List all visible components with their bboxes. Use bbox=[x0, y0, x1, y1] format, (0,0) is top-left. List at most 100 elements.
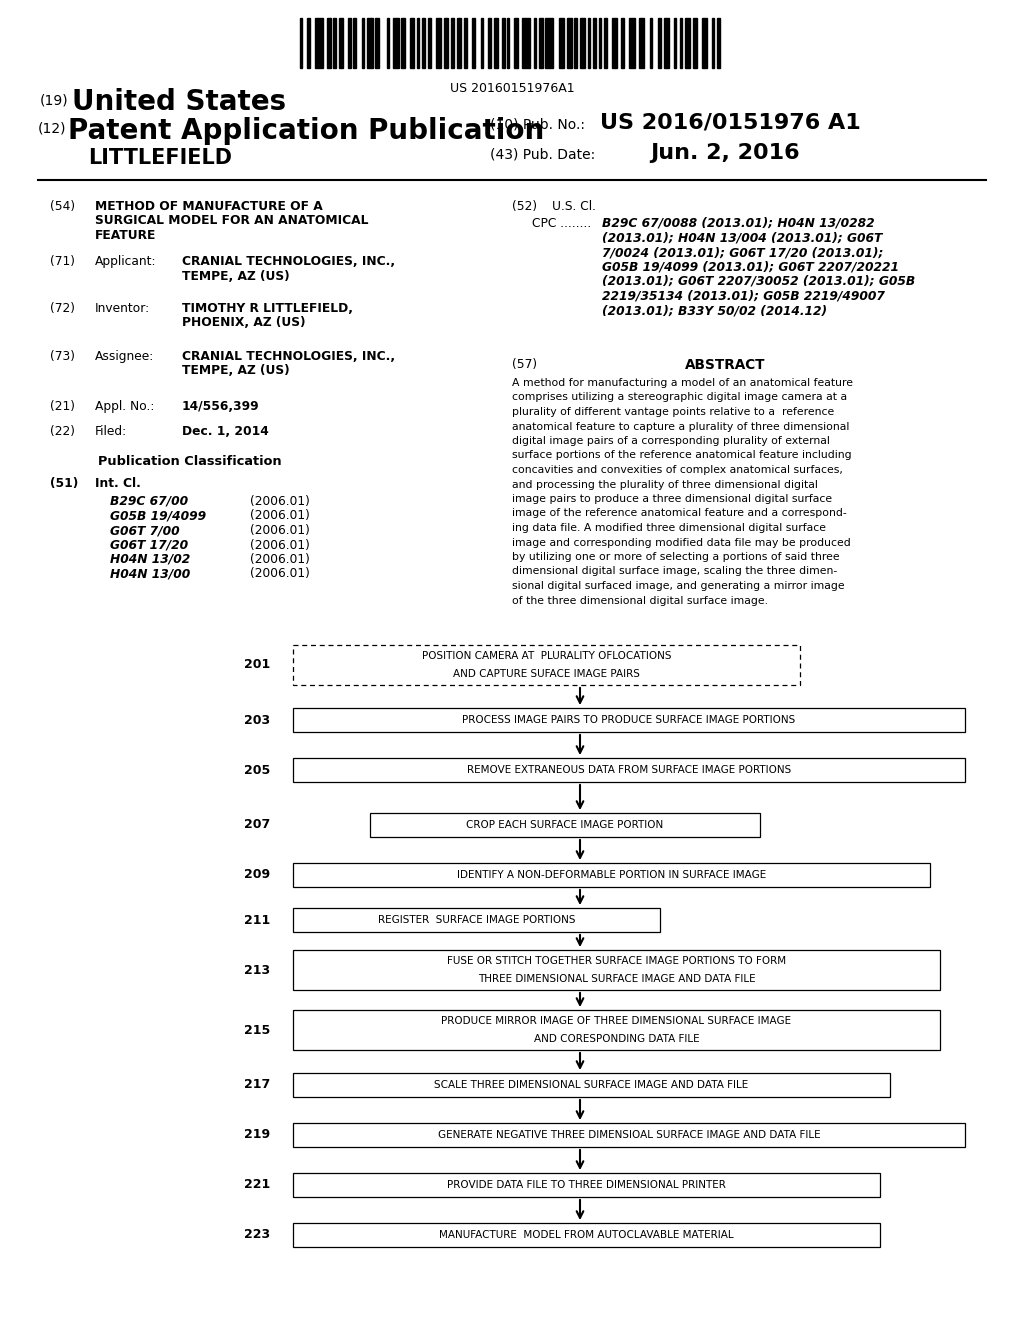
Text: 219: 219 bbox=[244, 1129, 270, 1142]
Text: digital image pairs of a corresponding plurality of external: digital image pairs of a corresponding p… bbox=[512, 436, 829, 446]
Text: Dec. 1, 2014: Dec. 1, 2014 bbox=[182, 425, 268, 438]
Bar bbox=[353, 18, 356, 69]
Bar bbox=[604, 18, 607, 69]
Bar bbox=[574, 18, 577, 69]
Text: G05B 19/4099: G05B 19/4099 bbox=[110, 510, 206, 523]
Bar bbox=[658, 18, 662, 69]
Bar bbox=[367, 18, 373, 69]
Text: US 20160151976A1: US 20160151976A1 bbox=[450, 82, 574, 95]
Text: Publication Classification: Publication Classification bbox=[98, 455, 282, 469]
Text: (22): (22) bbox=[50, 425, 75, 438]
Text: ing data file. A modified three dimensional digital surface: ing data file. A modified three dimensio… bbox=[512, 523, 826, 533]
Bar bbox=[693, 18, 697, 69]
Bar bbox=[348, 18, 351, 69]
Text: 223: 223 bbox=[244, 1229, 270, 1242]
Text: (2006.01): (2006.01) bbox=[250, 510, 310, 523]
Text: AND CAPTURE SUFACE IMAGE PAIRS: AND CAPTURE SUFACE IMAGE PAIRS bbox=[453, 669, 640, 678]
Text: TEMPE, AZ (US): TEMPE, AZ (US) bbox=[182, 364, 290, 378]
Text: (19): (19) bbox=[40, 92, 69, 107]
Text: comprises utilizing a stereographic digital image camera at a: comprises utilizing a stereographic digi… bbox=[512, 392, 847, 403]
Text: Filed:: Filed: bbox=[95, 425, 127, 438]
Text: (21): (21) bbox=[50, 400, 75, 413]
Text: (72): (72) bbox=[50, 302, 75, 315]
Text: (2006.01): (2006.01) bbox=[250, 568, 310, 581]
Text: 207: 207 bbox=[244, 818, 270, 832]
Bar bbox=[559, 18, 564, 69]
Text: (2013.01); B33Y 50/02 (2014.12): (2013.01); B33Y 50/02 (2014.12) bbox=[602, 304, 827, 317]
Text: G06T 7/00: G06T 7/00 bbox=[110, 524, 179, 537]
Text: (2006.01): (2006.01) bbox=[250, 524, 310, 537]
Text: (52): (52) bbox=[512, 201, 538, 213]
Text: ABSTRACT: ABSTRACT bbox=[685, 358, 765, 372]
Bar bbox=[422, 18, 425, 69]
Text: Appl. No.:: Appl. No.: bbox=[95, 400, 155, 413]
Bar bbox=[362, 18, 364, 69]
Text: POSITION CAMERA AT  PLURALITY OFLOCATIONS: POSITION CAMERA AT PLURALITY OFLOCATIONS bbox=[422, 651, 672, 661]
Text: B29C 67/0088 (2013.01); H04N 13/0282: B29C 67/0088 (2013.01); H04N 13/0282 bbox=[602, 216, 874, 230]
Text: CRANIAL TECHNOLOGIES, INC.,: CRANIAL TECHNOLOGIES, INC., bbox=[182, 350, 395, 363]
Bar bbox=[629, 18, 635, 69]
Text: GENERATE NEGATIVE THREE DIMENSIOAL SURFACE IMAGE AND DATA FILE: GENERATE NEGATIVE THREE DIMENSIOAL SURFA… bbox=[437, 1130, 820, 1140]
FancyBboxPatch shape bbox=[293, 950, 940, 990]
Text: G05B 19/4099 (2013.01); G06T 2207/20221: G05B 19/4099 (2013.01); G06T 2207/20221 bbox=[602, 260, 899, 273]
Text: (71): (71) bbox=[50, 255, 75, 268]
Bar bbox=[451, 18, 454, 69]
Text: SURGICAL MODEL FOR AN ANATOMICAL: SURGICAL MODEL FOR AN ANATOMICAL bbox=[95, 214, 369, 227]
Text: by utilizing one or more of selecting a portions of said three: by utilizing one or more of selecting a … bbox=[512, 552, 840, 562]
Bar bbox=[410, 18, 414, 69]
Text: Patent Application Publication: Patent Application Publication bbox=[68, 117, 544, 145]
Bar bbox=[444, 18, 449, 69]
Text: TIMOTHY R LITTLEFIELD,: TIMOTHY R LITTLEFIELD, bbox=[182, 302, 353, 315]
Text: image pairs to produce a three dimensional digital surface: image pairs to produce a three dimension… bbox=[512, 494, 833, 504]
Text: 14/556,399: 14/556,399 bbox=[182, 400, 260, 413]
Bar bbox=[436, 18, 441, 69]
Text: plurality of different vantage points relative to a  reference: plurality of different vantage points re… bbox=[512, 407, 835, 417]
Text: of the three dimensional digital surface image.: of the three dimensional digital surface… bbox=[512, 595, 768, 606]
Text: (54): (54) bbox=[50, 201, 75, 213]
Text: B29C 67/00: B29C 67/00 bbox=[110, 495, 188, 508]
Text: 213: 213 bbox=[244, 964, 270, 977]
Text: IDENTIFY A NON-DEFORMABLE PORTION IN SURFACE IMAGE: IDENTIFY A NON-DEFORMABLE PORTION IN SUR… bbox=[457, 870, 766, 880]
Bar bbox=[522, 18, 530, 69]
Bar bbox=[717, 18, 720, 69]
Bar bbox=[674, 18, 676, 69]
Text: surface portions of the reference anatomical feature including: surface portions of the reference anatom… bbox=[512, 450, 852, 461]
Text: image of the reference anatomical feature and a correspond-: image of the reference anatomical featur… bbox=[512, 508, 847, 519]
Text: (43) Pub. Date:: (43) Pub. Date: bbox=[490, 148, 595, 162]
Bar bbox=[472, 18, 475, 69]
Bar bbox=[639, 18, 644, 69]
Bar bbox=[387, 18, 389, 69]
Text: G06T 17/20: G06T 17/20 bbox=[110, 539, 188, 552]
Bar bbox=[417, 18, 419, 69]
Text: PROVIDE DATA FILE TO THREE DIMENSIONAL PRINTER: PROVIDE DATA FILE TO THREE DIMENSIONAL P… bbox=[447, 1180, 726, 1191]
Text: REMOVE EXTRANEOUS DATA FROM SURFACE IMAGE PORTIONS: REMOVE EXTRANEOUS DATA FROM SURFACE IMAG… bbox=[467, 766, 792, 775]
Bar bbox=[300, 18, 302, 69]
Bar bbox=[502, 18, 505, 69]
Text: PROCESS IMAGE PAIRS TO PRODUCE SURFACE IMAGE PORTIONS: PROCESS IMAGE PAIRS TO PRODUCE SURFACE I… bbox=[463, 715, 796, 725]
Text: 215: 215 bbox=[244, 1023, 270, 1036]
Bar bbox=[514, 18, 518, 69]
Text: AND CORESPONDING DATA FILE: AND CORESPONDING DATA FILE bbox=[534, 1034, 699, 1044]
FancyBboxPatch shape bbox=[370, 813, 760, 837]
Bar bbox=[307, 18, 310, 69]
FancyBboxPatch shape bbox=[293, 1173, 880, 1197]
FancyBboxPatch shape bbox=[293, 708, 965, 733]
Bar bbox=[650, 18, 652, 69]
Bar bbox=[702, 18, 707, 69]
Text: sional digital surfaced image, and generating a mirror image: sional digital surfaced image, and gener… bbox=[512, 581, 845, 591]
Text: U.S. Cl.: U.S. Cl. bbox=[552, 201, 596, 213]
FancyBboxPatch shape bbox=[293, 908, 660, 932]
Bar bbox=[580, 18, 585, 69]
Text: H04N 13/00: H04N 13/00 bbox=[110, 568, 190, 581]
Text: dimensional digital surface image, scaling the three dimen-: dimensional digital surface image, scali… bbox=[512, 566, 838, 577]
Text: (57): (57) bbox=[512, 358, 538, 371]
Bar bbox=[599, 18, 601, 69]
Text: (2013.01); H04N 13/004 (2013.01); G06T: (2013.01); H04N 13/004 (2013.01); G06T bbox=[602, 231, 883, 244]
Text: (2006.01): (2006.01) bbox=[250, 495, 310, 508]
FancyBboxPatch shape bbox=[293, 645, 800, 685]
Bar bbox=[685, 18, 690, 69]
Text: THREE DIMENSIONAL SURFACE IMAGE AND DATA FILE: THREE DIMENSIONAL SURFACE IMAGE AND DATA… bbox=[477, 974, 756, 983]
Text: Applicant:: Applicant: bbox=[95, 255, 157, 268]
Text: FUSE OR STITCH TOGETHER SURFACE IMAGE PORTIONS TO FORM: FUSE OR STITCH TOGETHER SURFACE IMAGE PO… bbox=[446, 956, 786, 966]
Bar bbox=[612, 18, 617, 69]
